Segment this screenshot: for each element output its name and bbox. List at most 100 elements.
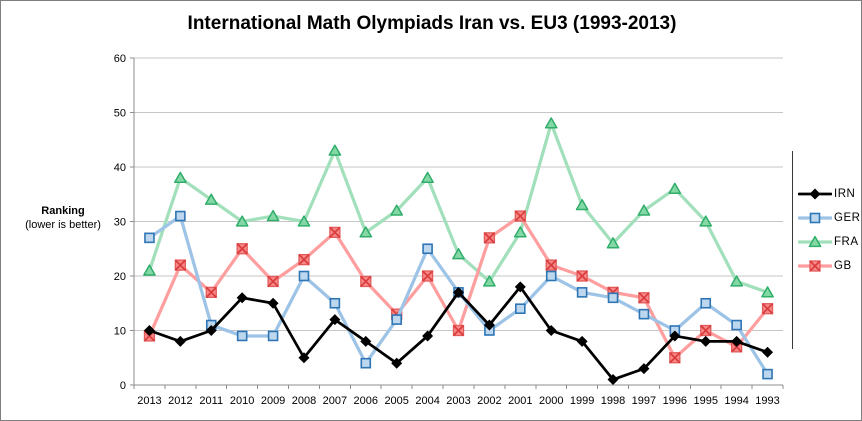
data-point-marker xyxy=(669,330,681,342)
legend: IRN GER FRA GB xyxy=(797,188,860,284)
x-tick-label: 2012 xyxy=(168,395,192,407)
data-point-marker xyxy=(545,270,557,282)
x-tick-label: 1999 xyxy=(570,395,594,407)
data-point-marker xyxy=(266,209,280,222)
x-tick-label: 2003 xyxy=(446,395,470,407)
data-point-marker xyxy=(329,314,341,326)
data-point-marker-cross xyxy=(669,352,681,364)
data-point-marker xyxy=(607,374,619,386)
x-tick-label: 2007 xyxy=(323,395,347,407)
legend-sample-irn-icon xyxy=(797,188,833,200)
x-tick-label: 2004 xyxy=(415,395,439,407)
data-point-marker xyxy=(513,226,527,238)
data-point-marker-cross xyxy=(236,243,248,255)
data-point-marker-cross xyxy=(205,286,217,298)
x-tick-label: 1998 xyxy=(601,395,625,407)
x-tick-label: 2009 xyxy=(261,395,285,407)
data-point-marker xyxy=(699,215,713,227)
data-point-marker xyxy=(576,287,588,298)
data-point-marker xyxy=(638,308,650,320)
x-tick-label: 2008 xyxy=(292,395,316,407)
data-point-marker-cross xyxy=(761,303,774,315)
data-point-marker-cross xyxy=(700,324,712,337)
data-point-marker xyxy=(235,215,249,227)
legend-sample-svg xyxy=(797,212,833,224)
legend-sample-gb-icon xyxy=(797,260,833,272)
x-tick-label: 2000 xyxy=(539,395,563,407)
x-tick-label: 2011 xyxy=(199,395,223,407)
data-point-marker-cross xyxy=(545,259,557,271)
data-point-marker xyxy=(390,204,404,216)
legend-divider-line xyxy=(792,151,793,349)
x-tick-label: 2010 xyxy=(230,395,254,407)
x-tick-label: 1994 xyxy=(724,395,748,407)
x-tick-label: 2005 xyxy=(384,395,408,407)
data-point-marker xyxy=(607,292,619,304)
data-point-marker xyxy=(391,357,403,369)
data-point-marker xyxy=(700,335,712,347)
y-axis-title: Ranking (lower is better) xyxy=(9,204,117,232)
x-tick-label: 1997 xyxy=(632,395,656,407)
legend-item-irn: IRN xyxy=(797,188,860,200)
data-point-marker-cross xyxy=(421,270,434,282)
legend-sample-svg xyxy=(797,188,833,200)
data-point-marker xyxy=(483,275,496,287)
x-tick-label: 2002 xyxy=(477,395,501,407)
data-point-marker xyxy=(143,324,155,337)
data-point-marker xyxy=(328,144,342,156)
legend-sample-fra-icon xyxy=(797,235,833,248)
data-point-marker xyxy=(762,346,774,358)
legend-sample-svg xyxy=(797,260,833,272)
y-tick-label: 30 xyxy=(114,217,126,229)
data-point-marker xyxy=(205,324,217,337)
legend-sample-ger-icon xyxy=(797,212,833,224)
x-tick-label: 2001 xyxy=(508,395,532,407)
y-tick-label: 10 xyxy=(114,326,126,338)
data-point-marker xyxy=(236,292,248,304)
data-point-marker xyxy=(452,248,465,260)
data-point-marker-cross xyxy=(452,324,465,337)
y-tick-label: 20 xyxy=(114,271,126,283)
series-fra xyxy=(143,117,774,298)
x-tick-label: 1993 xyxy=(755,395,779,407)
data-point-marker-cross xyxy=(638,292,650,304)
data-point-marker xyxy=(544,117,558,129)
data-point-marker-cross xyxy=(809,260,821,272)
data-point-marker xyxy=(576,335,588,347)
legend-label-gb: GB xyxy=(834,260,852,272)
data-point-marker xyxy=(391,314,402,325)
data-point-marker-cross xyxy=(267,275,279,288)
data-point-marker xyxy=(359,226,373,238)
data-point-marker xyxy=(606,237,620,249)
data-point-marker xyxy=(668,182,682,194)
data-point-marker xyxy=(575,199,589,211)
y-tick-label: 50 xyxy=(114,108,126,120)
data-point-marker-cross xyxy=(329,226,341,239)
data-point-marker xyxy=(731,319,742,331)
data-point-marker xyxy=(329,297,341,309)
data-point-marker xyxy=(637,204,651,216)
data-point-marker xyxy=(422,330,434,342)
y-axis-title-sub: (lower is better) xyxy=(25,219,101,231)
data-point-marker xyxy=(452,286,465,298)
data-point-marker xyxy=(175,210,186,222)
data-point-marker xyxy=(809,188,821,200)
data-point-marker xyxy=(298,270,310,282)
data-point-marker xyxy=(360,357,372,369)
legend-sample-svg xyxy=(797,235,833,248)
data-point-marker xyxy=(267,297,279,309)
x-tick-label: 1995 xyxy=(693,395,717,407)
legend-item-ger: GER xyxy=(797,212,860,224)
x-tick-label: 2006 xyxy=(354,395,378,407)
series-irn xyxy=(143,281,774,386)
data-point-marker xyxy=(144,232,155,244)
data-point-marker-cross xyxy=(174,259,186,271)
data-point-marker xyxy=(204,193,218,205)
y-tick-label: 60 xyxy=(114,53,126,65)
data-point-marker xyxy=(809,212,821,224)
series-line-fra xyxy=(147,121,770,294)
x-tick-label: 1996 xyxy=(663,395,687,407)
data-point-marker xyxy=(267,330,279,342)
